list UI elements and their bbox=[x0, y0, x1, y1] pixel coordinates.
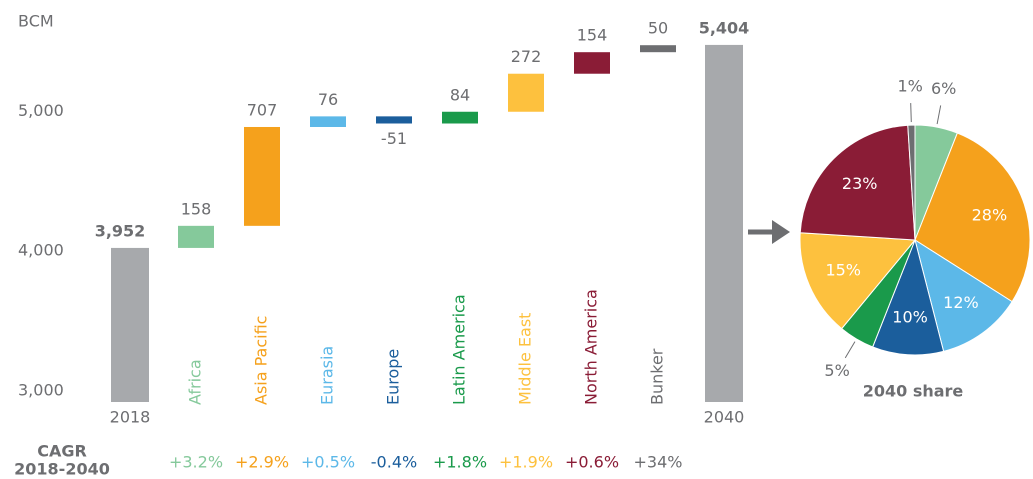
cagr-label: -0.4% bbox=[371, 453, 417, 472]
cagr-label: +0.5% bbox=[301, 453, 355, 472]
pie-slice bbox=[914, 132, 1031, 303]
cagr-period: 2018-2040 bbox=[14, 460, 110, 479]
bar bbox=[705, 44, 743, 403]
bar bbox=[111, 247, 149, 402]
x-tick-label: Eurasia bbox=[318, 346, 337, 405]
value-label: 707 bbox=[247, 100, 278, 119]
pie-slice bbox=[799, 124, 916, 241]
pie-label: 5% bbox=[824, 361, 849, 380]
x-tick-label: North America bbox=[582, 289, 601, 405]
cagr-title: CAGR bbox=[37, 442, 87, 461]
value-label: -51 bbox=[381, 129, 407, 148]
pie-slice bbox=[872, 238, 945, 356]
x-tick-label: 2018 bbox=[110, 408, 151, 427]
pie-label: 23% bbox=[842, 174, 878, 193]
y-tick-label: 4,000 bbox=[18, 241, 64, 260]
pie-label: 6% bbox=[931, 79, 956, 98]
bar bbox=[574, 52, 610, 74]
x-tick-label: Asia Pacific bbox=[252, 316, 271, 405]
cagr-label: +3.2% bbox=[169, 453, 223, 472]
bar bbox=[442, 111, 478, 124]
pie-label: 10% bbox=[892, 308, 928, 327]
value-label: 5,404 bbox=[699, 18, 750, 37]
pie-slice bbox=[914, 238, 1013, 352]
value-label: 76 bbox=[318, 90, 338, 109]
value-label: 272 bbox=[511, 47, 542, 66]
value-label: 3,952 bbox=[95, 221, 146, 240]
pie-label: 28% bbox=[972, 205, 1008, 224]
cagr-label: +2.9% bbox=[235, 453, 289, 472]
x-tick-label: Europe bbox=[384, 349, 403, 405]
leader-line bbox=[936, 105, 942, 125]
cagr-label: +1.9% bbox=[499, 453, 553, 472]
bar bbox=[310, 116, 346, 127]
bar bbox=[640, 45, 676, 53]
pie-slice bbox=[799, 232, 917, 330]
value-label: 50 bbox=[648, 19, 668, 38]
cagr-label: +34% bbox=[634, 453, 683, 472]
bar bbox=[178, 225, 214, 248]
arrow bbox=[748, 220, 790, 244]
x-tick-label: Bunker bbox=[648, 348, 667, 405]
pie-slice bbox=[907, 124, 916, 241]
bar bbox=[244, 126, 280, 226]
bar bbox=[508, 73, 544, 112]
y-tick-label: 5,000 bbox=[18, 101, 64, 120]
cagr-label: +0.6% bbox=[565, 453, 619, 472]
pie-label: 1% bbox=[897, 77, 922, 96]
y-axis-label: BCM bbox=[18, 12, 54, 31]
leader-line bbox=[844, 341, 856, 359]
cagr-label: +1.8% bbox=[433, 453, 487, 472]
leader-line bbox=[910, 103, 912, 123]
bar bbox=[376, 116, 412, 124]
x-tick-label: Middle East bbox=[516, 313, 535, 405]
value-label: 158 bbox=[181, 199, 212, 218]
x-tick-label: 2040 bbox=[704, 408, 745, 427]
pie-title: 2040 share bbox=[863, 382, 964, 401]
x-tick-label: Africa bbox=[186, 359, 205, 405]
value-label: 154 bbox=[577, 26, 608, 45]
pie-label: 12% bbox=[943, 293, 979, 312]
x-tick-label: Latin America bbox=[450, 294, 469, 405]
value-label: 84 bbox=[450, 85, 470, 104]
y-tick-label: 3,000 bbox=[18, 381, 64, 400]
pie-label: 15% bbox=[825, 261, 861, 280]
